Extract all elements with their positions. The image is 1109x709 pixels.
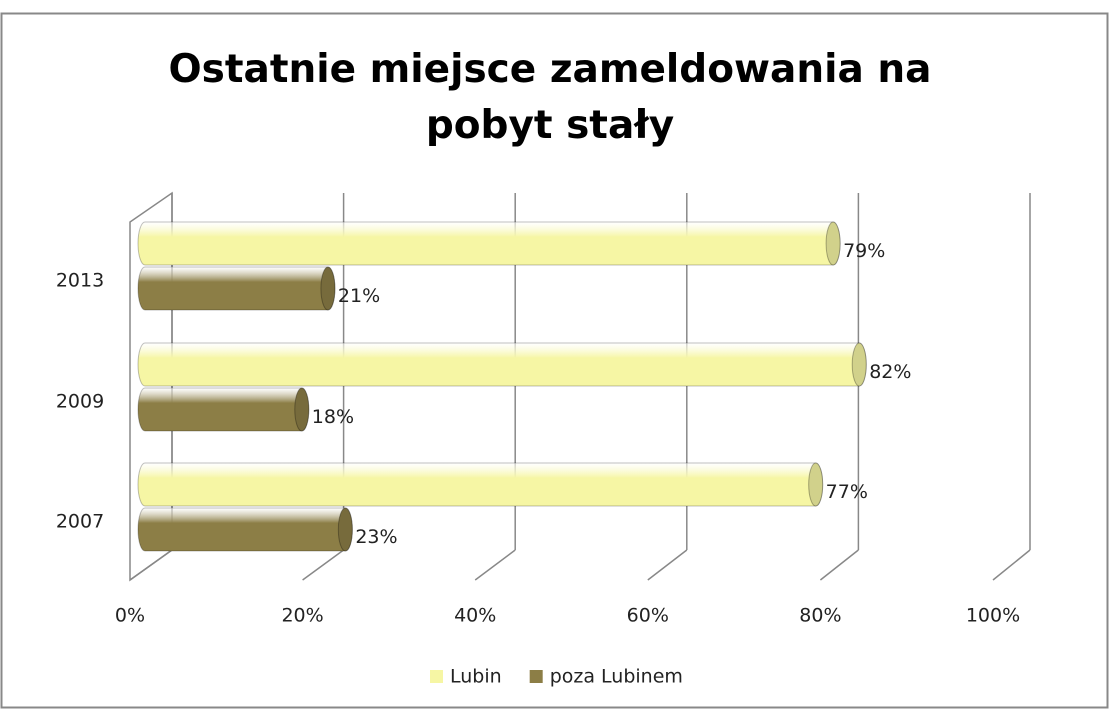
data-label: 21% (338, 285, 380, 307)
bar (137, 266, 336, 311)
floor-line (129, 549, 173, 581)
legend-swatch (430, 670, 443, 683)
floor-line (992, 549, 1031, 581)
legend-label: Lubin (450, 666, 502, 688)
bar (137, 387, 310, 432)
y-tick-label: 2013 (56, 270, 104, 292)
data-label: 77% (826, 481, 868, 503)
chart-title: Ostatnie miejsce zameldowania na pobyt s… (168, 47, 932, 148)
bar-cap (294, 387, 310, 432)
data-label: 79% (843, 240, 885, 262)
y-tick-label: 2007 (56, 511, 104, 533)
legend-swatch (529, 670, 543, 683)
x-tick-label: 60% (627, 605, 669, 627)
data-label: 82% (869, 361, 911, 383)
bar-cap (808, 462, 824, 507)
bar-cap (851, 342, 867, 387)
bar-cap (320, 266, 336, 311)
y-tick-label: 2009 (56, 391, 104, 413)
x-tick-label: 0% (115, 605, 145, 627)
floor-line (302, 549, 345, 581)
bar-cap (337, 507, 353, 552)
data-label: 23% (355, 526, 397, 548)
floor-line (647, 549, 688, 581)
bar (137, 221, 841, 266)
x-tick-label: 20% (281, 605, 323, 627)
bar-cap (825, 221, 841, 266)
x-tick-label: 100% (966, 605, 1020, 627)
frame (0, 12, 1109, 709)
bar (137, 507, 353, 552)
floor-line (819, 549, 859, 581)
bar (137, 462, 824, 507)
legend-label: poza Lubinem (550, 666, 683, 688)
bar (137, 342, 867, 387)
x-tick-label: 40% (454, 605, 496, 627)
floor-line (474, 549, 516, 581)
x-tick-label: 80% (799, 605, 841, 627)
data-label: 18% (312, 406, 354, 428)
